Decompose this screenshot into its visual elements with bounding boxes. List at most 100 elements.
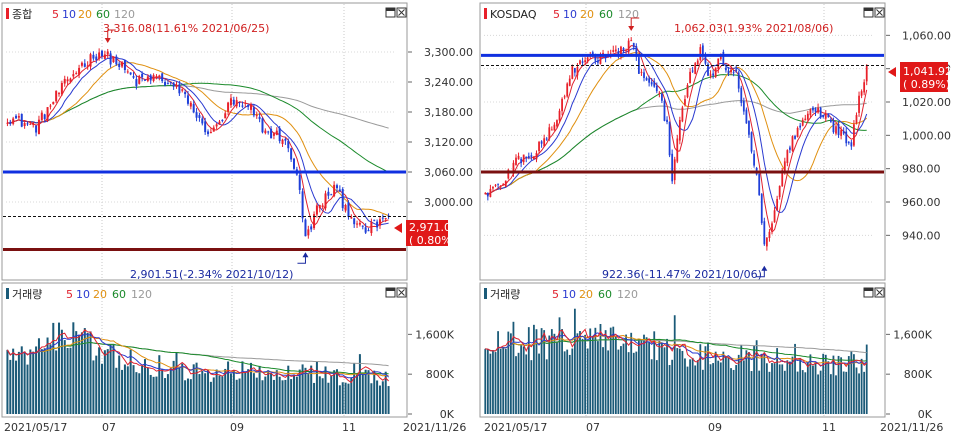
kosdaq-date-axis: 2021/05/17 07 09 11 2021/11/26 [484,421,943,434]
candle-body [712,73,715,76]
candle-body [169,82,172,84]
volume-bar [748,352,750,414]
volume-bar [367,370,370,414]
close-stroke-b [398,289,405,296]
kospi-volume-averages [6,329,389,384]
volume-bar [530,360,533,414]
volume-bar [264,376,267,414]
volume-bar [643,334,645,414]
volume-bar [129,349,132,414]
close-button[interactable] [874,287,885,298]
restore-button[interactable] [863,287,874,298]
kosdaq-volume-averages [485,328,868,368]
volume-bar [581,338,584,414]
volume-bar [712,363,715,414]
legend-ma10: 10 [563,8,577,21]
volume-bar [827,361,830,414]
volume-bar [69,347,72,414]
volume-bar [330,375,333,414]
restore-button[interactable] [863,7,874,18]
restore-button[interactable] [385,287,396,298]
candle-body [46,107,49,121]
candle-body [671,153,674,182]
volume-bar [494,352,497,414]
candle-body [123,60,126,71]
candle-body [520,158,523,163]
candle-body [494,184,497,186]
candle-body [550,129,553,131]
volume-bar [221,376,224,414]
restore-button[interactable] [385,7,396,18]
candle-body [212,127,215,132]
candle-body [224,113,227,119]
volume-bar [701,369,704,414]
volume-bar [63,340,66,414]
candle-body [645,77,648,81]
volume-bar [591,335,594,414]
volume-bar [307,373,310,414]
volume-bar [89,331,92,414]
candle-body [267,131,270,133]
candle-body [238,101,241,103]
candle-body [717,58,720,70]
candle-body [275,130,278,136]
volume-bar [232,370,235,414]
volume-bar [361,373,364,414]
price-tick-label: 940.00 [902,229,941,242]
candle-body [748,120,750,135]
candle-body [860,91,863,96]
price-tick-label: 960.00 [902,196,941,209]
volume-bar [333,370,336,414]
kospi-current-change: ( 0.80%) [409,234,456,247]
volume-bar [858,373,860,414]
volume-bar [270,373,273,414]
volume-bar [189,379,192,414]
legend-ma20: 20 [580,8,594,21]
candle-body [556,120,558,127]
candle-body [617,51,620,56]
candle-body [794,135,796,139]
volume-bar [123,364,126,414]
price-tick-label: 3,120.00 [424,136,473,149]
volume-bar [315,361,318,414]
candle-body [298,175,301,190]
candle-body [776,198,779,211]
volume-bar [517,352,520,414]
legend-ma60: 60 [599,8,613,21]
candle-body [632,43,635,48]
candle-body [573,68,576,73]
close-button[interactable] [396,287,407,298]
volume-bar [23,351,26,414]
volume-bar [338,385,341,414]
volume-bar [538,353,540,414]
volume-bar [543,330,546,414]
volume-bar [561,329,563,414]
candle-body [310,226,313,230]
volume-bar [837,355,840,414]
candle-body [781,170,784,187]
candle-body [489,188,492,197]
close-button[interactable] [396,7,407,18]
candle-body [235,100,238,107]
volume-bar [556,341,558,414]
close-button[interactable] [874,7,885,18]
kosdaq-window-controls [863,7,885,18]
kosdaq-price-pointer-icon [888,67,896,77]
candle-body [232,99,235,105]
candle-body [806,113,809,120]
volume-bar [224,368,227,414]
candle-body [58,93,61,95]
volume-bar [548,335,551,414]
candle-body [364,227,367,233]
volume-bar [198,374,201,414]
price-tick-label: 1,060.00 [902,29,951,42]
candle-body [106,51,109,55]
moving-average-line-60 [7,82,389,173]
volume-bar [292,374,296,414]
candle-body [341,188,344,208]
volume-bar [735,365,738,414]
volume-average-line-10 [6,333,389,379]
candle-body [796,127,799,138]
volume-bar [499,348,502,414]
candle-body [258,116,261,120]
